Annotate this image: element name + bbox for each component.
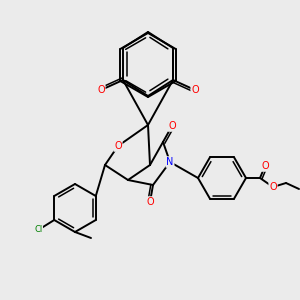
Text: Cl: Cl bbox=[34, 226, 42, 235]
Text: O: O bbox=[261, 161, 269, 171]
Text: O: O bbox=[97, 85, 105, 95]
Text: N: N bbox=[166, 157, 174, 167]
Text: O: O bbox=[191, 85, 199, 95]
Text: O: O bbox=[114, 141, 122, 151]
Text: O: O bbox=[146, 197, 154, 207]
Text: O: O bbox=[269, 182, 277, 192]
Text: O: O bbox=[168, 121, 176, 131]
